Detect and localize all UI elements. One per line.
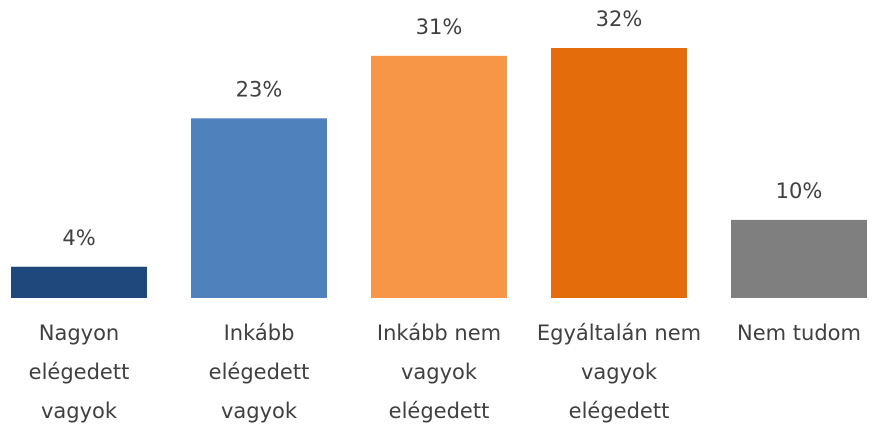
value-label: 32% xyxy=(596,7,643,31)
category-label: Nem tudom xyxy=(737,321,861,345)
value-label: 23% xyxy=(236,77,283,101)
bar xyxy=(731,219,867,298)
value-label: 31% xyxy=(416,15,463,39)
bar xyxy=(191,118,327,298)
category-label: Inkább elégedett vagyok xyxy=(208,321,310,423)
value-label: 10% xyxy=(776,179,823,203)
bar xyxy=(371,55,507,298)
category-label: Egyáltalán nem vagyok elégedett xyxy=(536,321,702,423)
category-label: Nagyon elégedett vagyok xyxy=(28,321,130,423)
value-label: 4% xyxy=(62,226,95,250)
bar xyxy=(551,48,687,298)
category-label: Inkább nem vagyok elégedett xyxy=(376,321,502,423)
bar xyxy=(11,266,147,298)
